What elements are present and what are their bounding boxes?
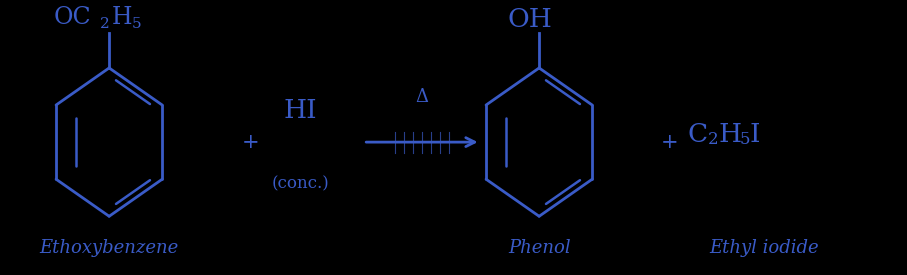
Text: (conc.): (conc.) [271, 175, 329, 192]
Text: I: I [749, 122, 760, 147]
Text: H: H [718, 122, 742, 147]
Text: +: + [661, 133, 678, 152]
Text: HI: HI [284, 98, 317, 123]
Text: H: H [112, 6, 132, 29]
Text: 2: 2 [100, 17, 110, 31]
Text: C: C [688, 122, 708, 147]
Text: OC: OC [54, 6, 91, 29]
Text: OH: OH [508, 7, 552, 32]
Text: Phenol: Phenol [508, 239, 571, 257]
Text: 2: 2 [707, 131, 718, 148]
Text: +: + [242, 133, 259, 152]
Text: Δ: Δ [415, 88, 428, 106]
Text: 5: 5 [132, 17, 141, 31]
Text: 5: 5 [739, 131, 750, 148]
Text: Ethyl iodide: Ethyl iodide [709, 239, 819, 257]
Text: Ethoxybenzene: Ethoxybenzene [40, 239, 179, 257]
